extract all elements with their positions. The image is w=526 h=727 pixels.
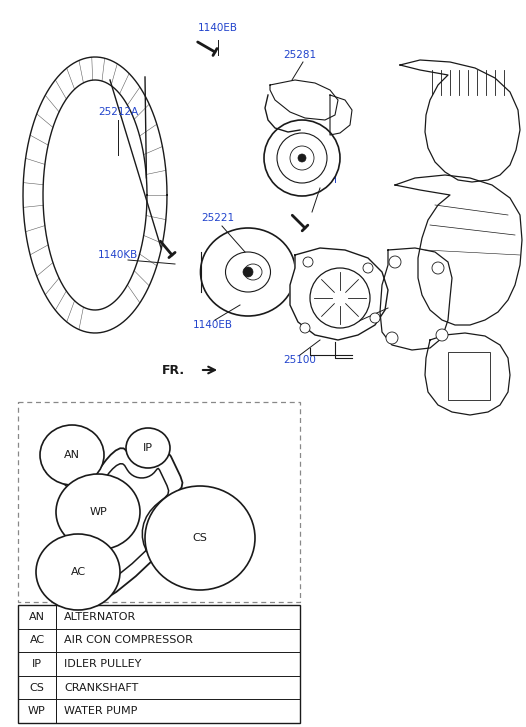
Bar	[18, 402, 300, 602]
Polygon shape	[400, 60, 520, 182]
Text: 25124: 25124	[336, 315, 369, 325]
Polygon shape	[270, 80, 338, 120]
Polygon shape	[380, 248, 452, 350]
Text: WP: WP	[28, 706, 46, 716]
Text: IDLER PULLEY: IDLER PULLEY	[64, 659, 141, 669]
Polygon shape	[39, 449, 251, 607]
Text: 25221: 25221	[201, 213, 235, 223]
Text: 1140EB: 1140EB	[198, 23, 238, 33]
Ellipse shape	[56, 474, 140, 550]
Circle shape	[243, 267, 253, 277]
Polygon shape	[425, 333, 510, 415]
Circle shape	[300, 323, 310, 333]
Text: 1140KB: 1140KB	[98, 250, 138, 260]
Text: AIR CON COMPRESSOR: AIR CON COMPRESSOR	[64, 635, 193, 646]
Circle shape	[363, 263, 373, 273]
Ellipse shape	[36, 534, 120, 610]
Ellipse shape	[200, 228, 296, 316]
Text: 1140EB: 1140EB	[193, 320, 233, 330]
Polygon shape	[330, 95, 352, 135]
Text: AC: AC	[29, 635, 45, 646]
Text: FR.: FR.	[162, 364, 185, 377]
Ellipse shape	[145, 486, 255, 590]
Bar	[448, 352, 490, 400]
Circle shape	[370, 313, 380, 323]
Text: CS: CS	[29, 683, 44, 693]
Text: WATER PUMP: WATER PUMP	[64, 706, 137, 716]
Text: AC: AC	[70, 567, 86, 577]
Text: IP: IP	[143, 443, 153, 453]
Polygon shape	[290, 248, 388, 340]
Bar	[18, 605, 300, 723]
Text: AN: AN	[29, 612, 45, 622]
Text: 25100: 25100	[284, 355, 317, 365]
Text: AN: AN	[64, 450, 80, 460]
Polygon shape	[395, 175, 522, 325]
Text: CRANKSHAFT: CRANKSHAFT	[64, 683, 138, 693]
Circle shape	[436, 329, 448, 341]
Circle shape	[432, 262, 444, 274]
Text: 25212A: 25212A	[98, 107, 138, 117]
Ellipse shape	[40, 425, 104, 485]
Circle shape	[303, 257, 313, 267]
Circle shape	[386, 332, 398, 344]
Text: CS: CS	[193, 533, 207, 543]
Text: 25281: 25281	[284, 50, 317, 60]
Text: IP: IP	[32, 659, 42, 669]
Circle shape	[298, 154, 306, 162]
Circle shape	[264, 120, 340, 196]
Text: WP: WP	[89, 507, 107, 517]
Ellipse shape	[126, 428, 170, 468]
Circle shape	[389, 256, 401, 268]
Text: ALTERNATOR: ALTERNATOR	[64, 612, 136, 622]
Circle shape	[310, 268, 370, 328]
Text: 1140FH: 1140FH	[298, 175, 338, 185]
